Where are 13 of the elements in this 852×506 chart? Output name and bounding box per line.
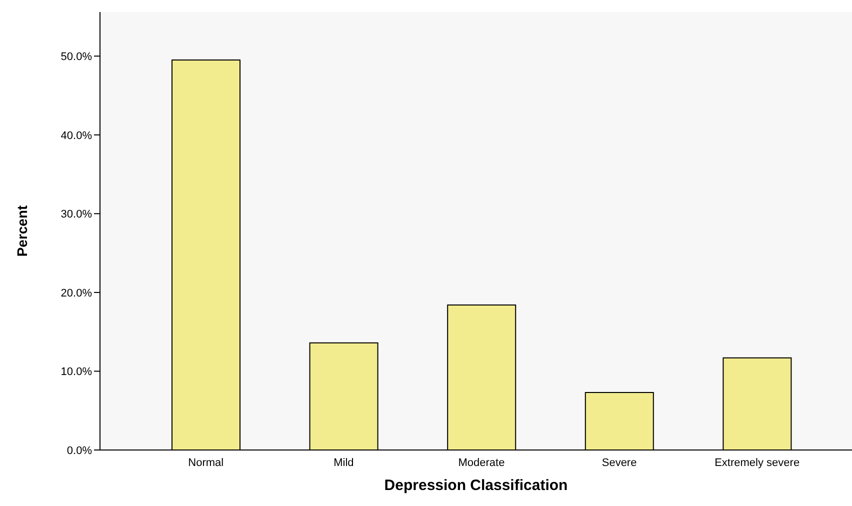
x-tick-label: Moderate	[458, 456, 505, 469]
x-axis-title: Depression Classification	[384, 477, 568, 494]
y-tick-label: 10.0%	[60, 366, 92, 378]
y-axis-title: Percent	[14, 204, 30, 257]
x-tick-label: Mild	[334, 456, 354, 469]
x-tick-label: Extremely severe	[714, 456, 800, 469]
y-tick-label: 20.0%	[60, 287, 92, 300]
y-tick-label: 40.0%	[60, 130, 92, 142]
y-tick-label: 50.0%	[60, 51, 92, 64]
y-tick-label: 0.0%	[66, 444, 92, 457]
y-tick-label: 30.0%	[60, 208, 92, 221]
x-tick-label: Severe	[602, 456, 637, 469]
x-tick-label: Normal	[188, 456, 224, 469]
